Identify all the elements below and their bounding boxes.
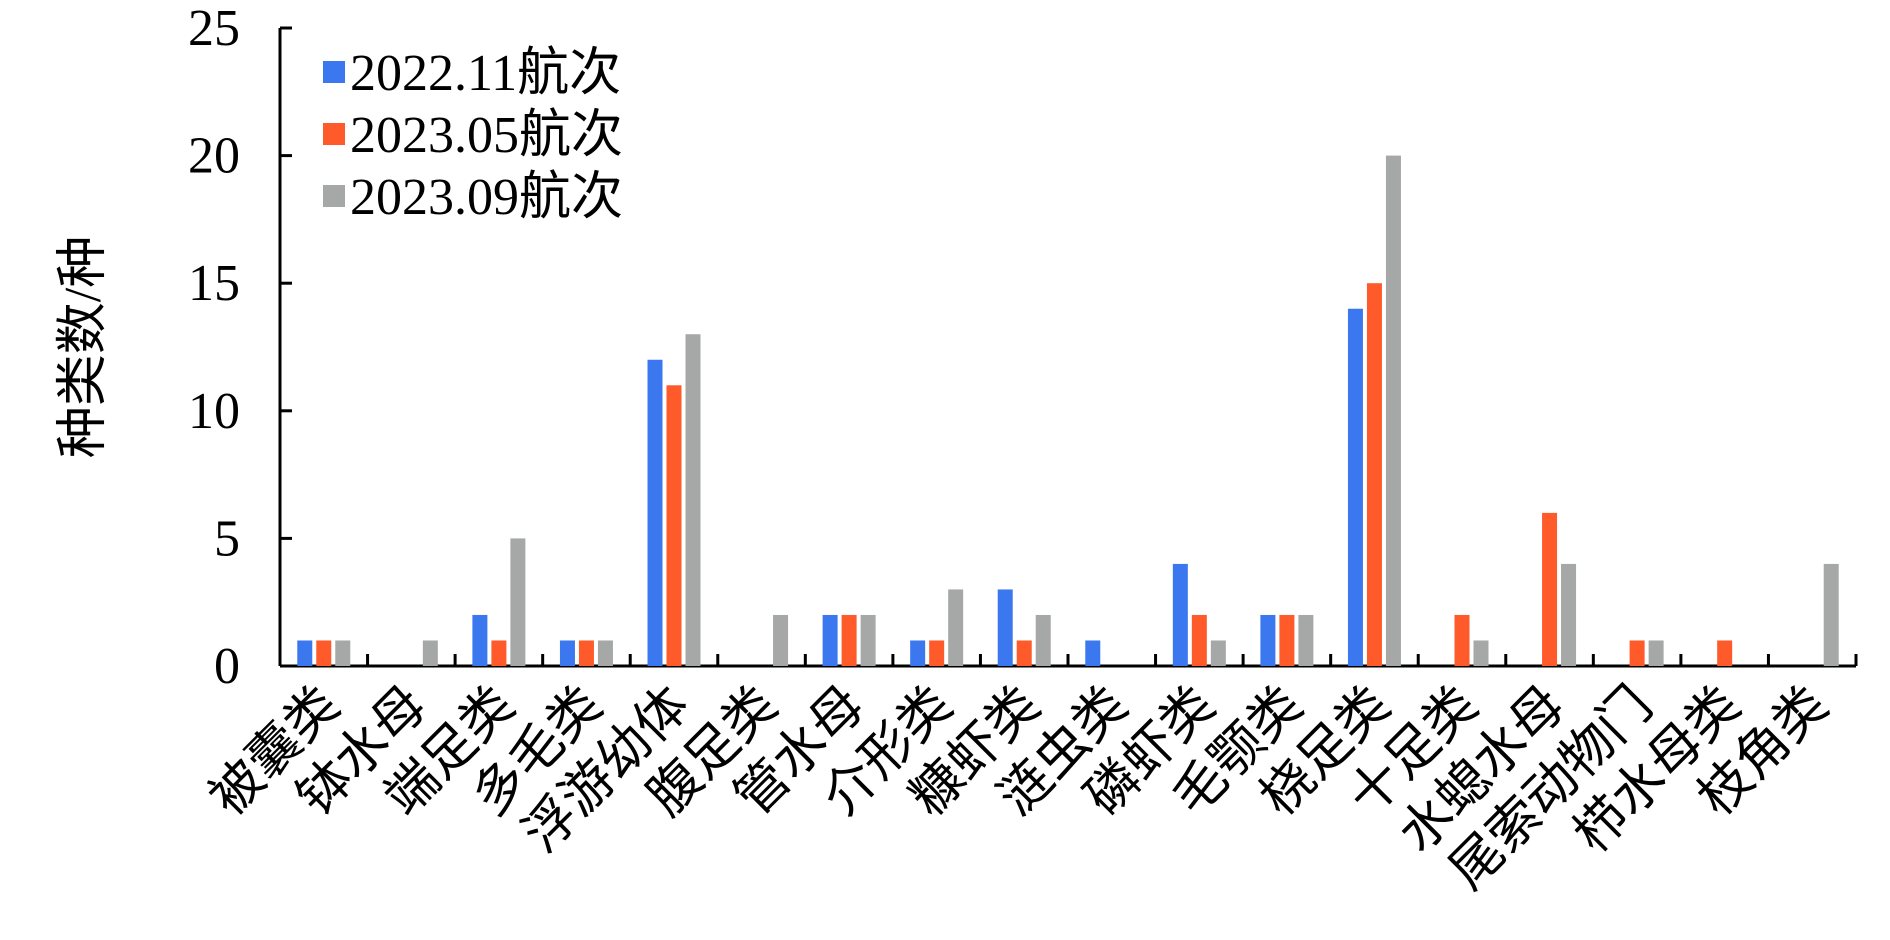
legend-swatch — [323, 61, 345, 83]
bar — [1191, 614, 1207, 666]
legend-label: 2022.11航次 — [350, 45, 621, 102]
axes — [278, 28, 1858, 668]
bar — [997, 589, 1013, 666]
legend-swatch — [323, 123, 345, 145]
bar — [316, 640, 332, 666]
bar — [685, 334, 701, 666]
bar — [1172, 563, 1188, 666]
bar — [559, 640, 575, 666]
bar — [510, 538, 526, 666]
bar — [1279, 614, 1295, 666]
bar — [472, 614, 488, 666]
bar — [1385, 155, 1401, 666]
bar — [1648, 640, 1664, 666]
y-tick-label: 5 — [214, 510, 240, 567]
bar — [1347, 308, 1363, 666]
legend-label: 2023.05航次 — [350, 107, 623, 164]
bar — [929, 640, 945, 666]
bar — [1454, 614, 1470, 666]
bar — [1085, 640, 1101, 666]
bar — [841, 614, 857, 666]
bar — [335, 640, 351, 666]
bar — [578, 640, 594, 666]
bar — [647, 359, 663, 666]
bar — [1629, 640, 1645, 666]
bar — [666, 385, 682, 666]
legend-swatch — [323, 185, 345, 207]
y-axis-label: 种类数/种 — [55, 236, 112, 458]
bar — [1210, 640, 1226, 666]
legend-label: 2023.09航次 — [350, 169, 623, 226]
bar — [1473, 640, 1489, 666]
bar — [822, 614, 838, 666]
bar — [1542, 512, 1558, 666]
bar — [491, 640, 507, 666]
bars — [297, 155, 1839, 666]
bar — [1366, 283, 1382, 666]
bar — [1016, 640, 1032, 666]
x-axis-labels: 被囊类钵水母端足类多毛类浮游幼体腹足类管水母介形类糠虾类涟虫类磷虾类毛颚类桡足类… — [200, 675, 1839, 900]
y-axis-ticks: 0 5 10 15 20 25 — [188, 0, 292, 695]
bar — [297, 640, 313, 666]
bar — [1561, 563, 1577, 666]
bar — [1035, 614, 1051, 666]
y-tick-label: 10 — [188, 383, 240, 440]
bar — [1823, 563, 1839, 666]
bar — [773, 614, 789, 666]
bar — [948, 589, 964, 666]
y-tick-label: 15 — [188, 255, 240, 312]
bar — [597, 640, 613, 666]
bar — [422, 640, 438, 666]
bar — [860, 614, 876, 666]
y-tick-label: 25 — [188, 0, 240, 57]
bar — [910, 640, 926, 666]
y-tick-label: 20 — [188, 128, 240, 185]
y-tick-label: 0 — [214, 638, 240, 695]
bar — [1260, 614, 1276, 666]
bar — [1717, 640, 1733, 666]
bar — [1298, 614, 1314, 666]
